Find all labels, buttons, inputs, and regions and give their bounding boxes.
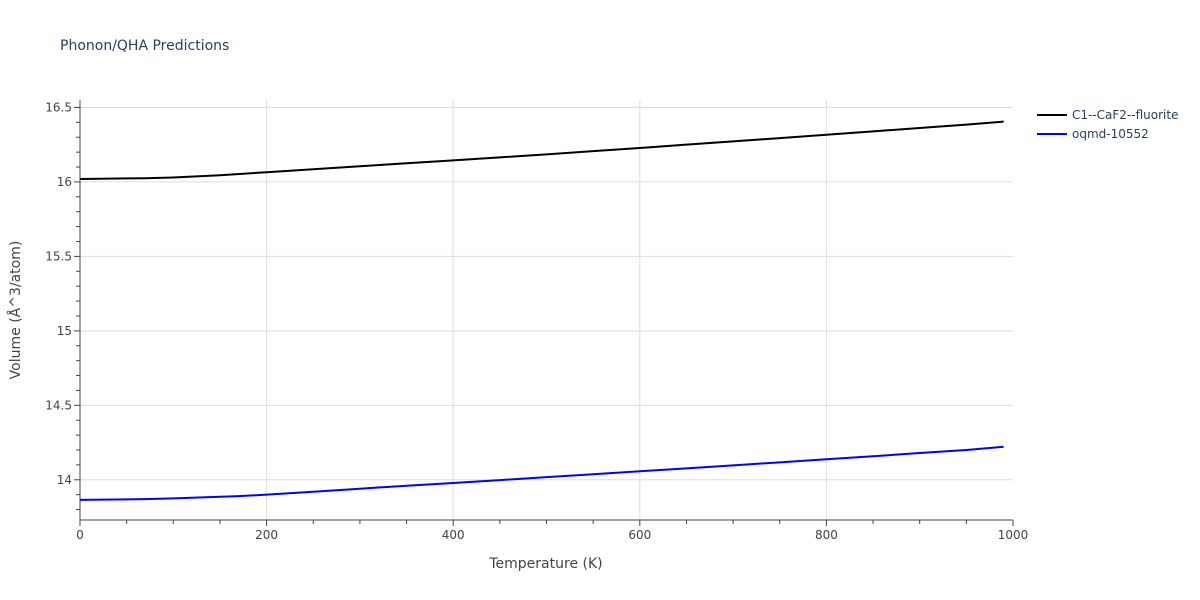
- y-axis-title: Volume (Å^3/atom): [7, 241, 24, 380]
- x-axis-title: Temperature (K): [488, 556, 602, 572]
- grid: [80, 100, 1013, 520]
- y-tick-label: 16.5: [45, 100, 72, 114]
- x-tick-label: 1000: [998, 528, 1029, 542]
- series-line-2[interactable]: [79, 445, 1004, 501]
- x-tick-label: 600: [628, 528, 651, 542]
- x-tick-label: 0: [76, 528, 84, 542]
- series-line-1[interactable]: [79, 120, 1004, 180]
- axes: 0 200 400 600 800 1000 14 14.5 15 15.5 16 16.5: [45, 100, 1028, 542]
- y-tick-label: 16: [57, 175, 72, 189]
- y-tick-label: 15.5: [45, 249, 72, 263]
- legend-item-1[interactable]: C1--CaF2--fluorite: [1037, 108, 1178, 122]
- y-tick-label: 15: [57, 324, 72, 338]
- legend-label: C1--CaF2--fluorite: [1072, 108, 1178, 122]
- series-lines: [79, 120, 1004, 501]
- x-tick-label: 400: [442, 528, 465, 542]
- x-tick-label: 200: [255, 528, 278, 542]
- legend-label: oqmd-10552: [1072, 127, 1149, 141]
- legend[interactable]: C1--CaF2--fluorite oqmd-10552: [1037, 108, 1178, 141]
- y-tick-label: 14.5: [45, 398, 72, 412]
- chart-title: Phonon/QHA Predictions: [60, 38, 229, 54]
- legend-item-2[interactable]: oqmd-10552: [1037, 127, 1149, 141]
- y-tick-label: 14: [57, 473, 72, 487]
- x-tick-label: 800: [815, 528, 838, 542]
